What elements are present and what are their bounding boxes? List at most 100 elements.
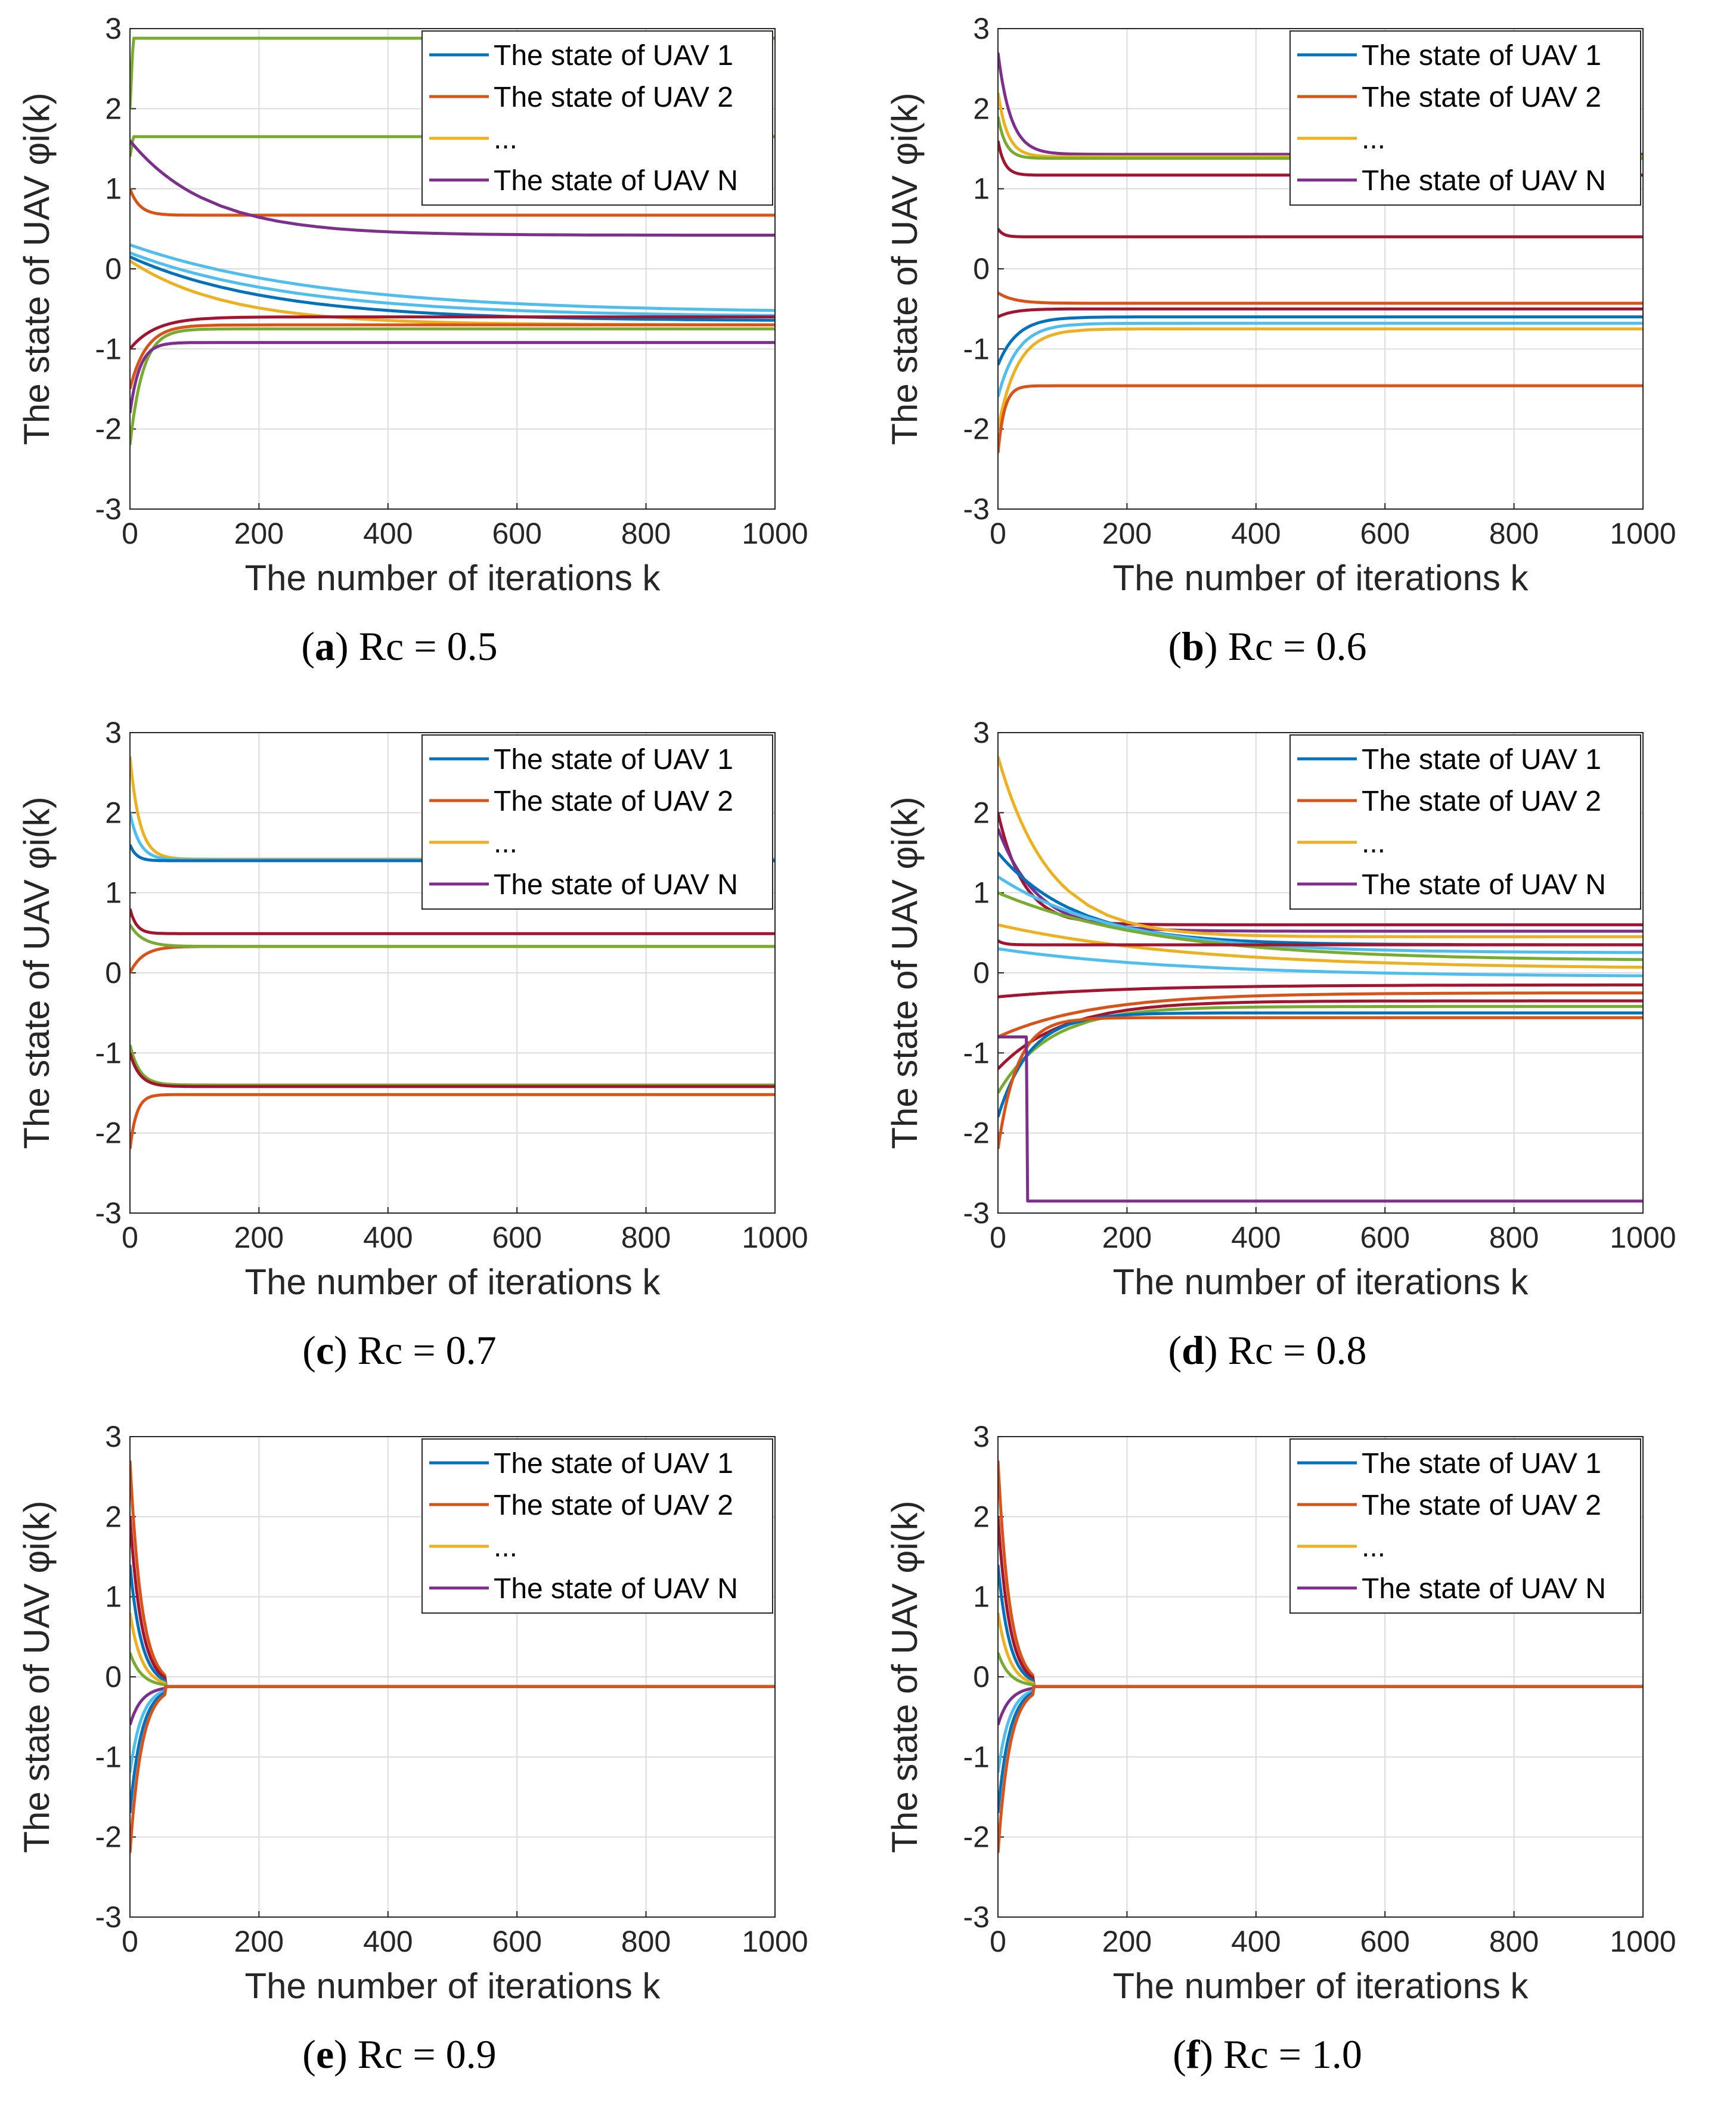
series-line [130, 924, 775, 948]
caption-letter: b [1182, 624, 1204, 669]
series-line [130, 1685, 775, 1853]
series-line [998, 228, 1643, 238]
legend: The state of UAV 1 The state of UAV 2... T… [1289, 734, 1641, 910]
y-tick-label: -1 [963, 1036, 990, 1069]
x-tick-label: 400 [363, 1925, 413, 1958]
series-group [130, 36, 775, 445]
legend-entry-label: ... [1362, 1531, 1385, 1563]
series-line [998, 321, 1643, 398]
legend-entry-label: The state of UAV 1 [1362, 40, 1601, 72]
x-tick-label: 800 [1489, 1221, 1539, 1254]
x-tick-label: 600 [492, 1221, 541, 1254]
series-line [130, 1044, 775, 1087]
x-axis-label: The number of iterations k [244, 1966, 661, 2006]
y-tick-label: -2 [95, 1117, 122, 1150]
y-tick-label: -3 [963, 492, 990, 526]
x-tick-label: 200 [234, 1925, 284, 1958]
series-group [130, 1460, 775, 1853]
legend-entry-label: The state of UAV N [494, 1573, 738, 1605]
series-line [998, 891, 1643, 962]
caption-letter: f [1186, 2032, 1200, 2077]
y-tick-label: -2 [963, 1821, 990, 1854]
axes-frame [997, 28, 1644, 510]
series-line [998, 923, 1643, 969]
legend-entry-label: The state of UAV 1 [494, 744, 733, 776]
x-tick-label: 1000 [742, 1221, 808, 1254]
legend-entry-label: The state of UAV 1 [494, 40, 733, 72]
series-line [998, 939, 1643, 947]
chart-svg-f: 0 200 400 600 800 1000 -3 -2 -1 0 1 2 3 The number of… [885, 1420, 1676, 2006]
y-tick-label: 0 [973, 956, 990, 990]
y-tick-label: -3 [95, 1196, 122, 1230]
x-axis-label: The number of iterations k [1112, 1966, 1529, 2006]
series-line [998, 1016, 1643, 1149]
chart-panel-e: 0 200 400 600 800 1000 -3 -2 -1 0 1 2 3 The number of… [0, 1408, 868, 2112]
x-tick-label: 600 [1360, 517, 1409, 550]
x-tick-label: 0 [122, 517, 138, 550]
x-tick-label: 600 [1360, 1221, 1409, 1254]
y-tick-label: 0 [105, 1660, 122, 1694]
legend-entry-label: The state of UAV N [1362, 869, 1606, 901]
panel-caption: (f) Rc = 1.0 [1173, 2032, 1362, 2077]
y-axis-label: The state of UAV φi(k) [885, 92, 925, 445]
x-tick-label: 200 [1102, 1221, 1152, 1254]
y-axis-label: The state of UAV φi(k) [885, 796, 925, 1149]
x-tick-label: 0 [122, 1925, 138, 1958]
caption-text: Rc = 1.0 [1223, 2032, 1362, 2077]
chart-svg-e: 0 200 400 600 800 1000 -3 -2 -1 0 1 2 3 The number of… [17, 1420, 808, 2006]
legend: The state of UAV 1 The state of UAV 2... T… [421, 1438, 773, 1614]
caption-text: Rc = 0.5 [358, 624, 498, 669]
legend-entry-label: The state of UAV 1 [1362, 1448, 1601, 1480]
series-line [998, 327, 1643, 430]
x-tick-label: 200 [1102, 517, 1152, 550]
x-tick-label: 200 [234, 1221, 284, 1254]
panel-caption: (b) Rc = 0.6 [1168, 624, 1367, 669]
series-group [998, 1460, 1643, 1853]
chart-panel-c: 0 200 400 600 800 1000 -3 -2 -1 0 1 2 3 The number of… [0, 704, 868, 1408]
series-line [998, 384, 1643, 454]
x-tick-label: 600 [492, 517, 541, 550]
y-axis-label: The state of UAV φi(k) [17, 796, 57, 1149]
y-tick-label: -3 [95, 1900, 122, 1934]
y-tick-label: -2 [95, 413, 122, 446]
y-tick-label: 0 [105, 956, 122, 990]
series-line [998, 291, 1643, 305]
y-tick-label: 3 [105, 1420, 122, 1453]
y-axis-label: The state of UAV φi(k) [17, 92, 57, 445]
legend-entry-label: The state of UAV 1 [1362, 744, 1601, 776]
y-tick-label: 1 [105, 172, 122, 206]
chart-svg-a: 0 200 400 600 800 1000 -3 -2 -1 0 1 2 3 The number of… [17, 12, 808, 598]
series-line [130, 327, 775, 445]
y-tick-label: -1 [95, 1036, 122, 1069]
x-tick-label: 800 [1489, 1925, 1539, 1958]
series-line [998, 1035, 1643, 1203]
x-tick-label: 200 [234, 517, 284, 550]
chart-svg-c: 0 200 400 600 800 1000 -3 -2 -1 0 1 2 3 The number of… [17, 716, 808, 1302]
x-tick-label: 1000 [742, 517, 808, 550]
y-tick-label: 3 [973, 716, 990, 749]
x-tick-label: 800 [621, 1925, 671, 1958]
panel-caption: (e) Rc = 0.9 [302, 2032, 497, 2077]
y-tick-label: 2 [973, 92, 990, 125]
y-tick-label: -1 [963, 1740, 990, 1773]
y-tick-label: 1 [105, 1580, 122, 1614]
legend-entry-label: ... [1362, 827, 1385, 859]
y-tick-label: -3 [95, 492, 122, 526]
y-tick-label: -1 [963, 332, 990, 365]
y-tick-label: -2 [963, 413, 990, 446]
series-line [998, 315, 1643, 366]
axes-frame [129, 1436, 776, 1918]
legend-entry-label: ... [494, 1531, 517, 1563]
chart-svg-b: 0 200 400 600 800 1000 -3 -2 -1 0 1 2 3 The number of… [885, 12, 1676, 598]
legend-entry-label: ... [494, 123, 517, 155]
legend-entry-label: The state of UAV 2 [494, 786, 733, 817]
series-line [130, 1052, 775, 1088]
caption-letter: a [315, 624, 336, 669]
axes-frame [997, 1436, 1644, 1918]
y-axis-label: The state of UAV φi(k) [17, 1500, 57, 1853]
x-tick-label: 1000 [1610, 1221, 1676, 1254]
legend-entry-label: The state of UAV 2 [1362, 1490, 1601, 1521]
series-line [130, 341, 775, 414]
y-tick-label: 2 [973, 1500, 990, 1533]
x-tick-label: 400 [1231, 1221, 1281, 1254]
